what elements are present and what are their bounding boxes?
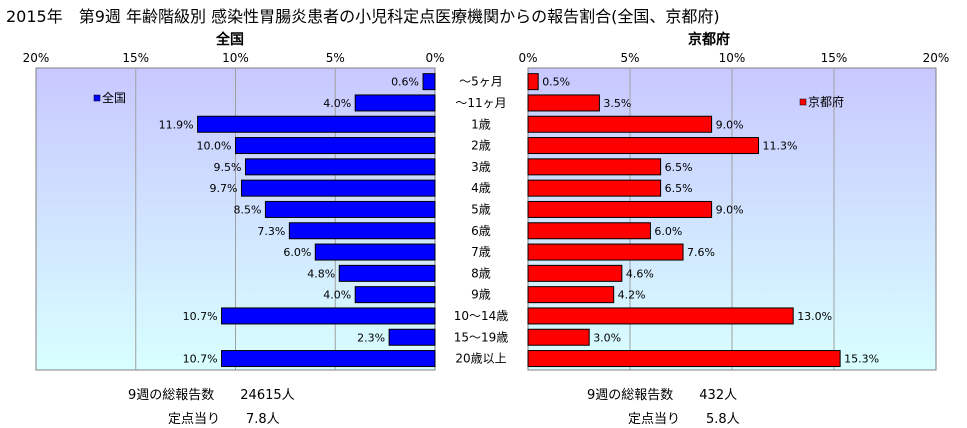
data-label-kyoto: 4.2% (618, 289, 646, 302)
national-per-site: 定点当り 7.8人 (168, 412, 280, 427)
category-label: 1歳 (471, 117, 491, 131)
bar-kyoto (527, 158, 662, 176)
bar-national (354, 286, 436, 304)
panel-title-national: 全国 (215, 31, 244, 48)
bar-kyoto (527, 307, 794, 325)
category-label: 9歳 (471, 288, 491, 302)
bar-national (422, 73, 436, 91)
bar-national (221, 350, 436, 368)
panel-title-kyoto: 京都府 (688, 31, 730, 48)
national-total-reports: 9週の総報告数 24615人 (128, 388, 295, 403)
bar-national (235, 137, 436, 155)
tick-label-kyoto: 0% (518, 51, 537, 65)
bar-kyoto (527, 350, 841, 368)
data-label-national: 4.0% (323, 289, 351, 302)
bar-national (338, 264, 436, 282)
data-label-national: 7.3% (257, 225, 285, 238)
data-label-kyoto: 11.3% (763, 140, 798, 153)
data-label-national: 6.0% (283, 246, 311, 259)
bar-kyoto (527, 222, 651, 240)
category-label: 10～14歳 (454, 309, 509, 323)
legend-label-national: 全国 (102, 90, 126, 105)
data-label-national: 0.6% (391, 76, 419, 89)
kyoto-per-site: 定点当り 5.8人 (628, 412, 740, 427)
data-label-national: 2.3% (357, 331, 385, 344)
category-label: 3歳 (471, 160, 491, 174)
data-label-kyoto: 3.5% (603, 97, 631, 110)
data-label-national: 10.0% (197, 140, 232, 153)
data-label-kyoto: 3.0% (593, 331, 621, 344)
bar-national (288, 222, 436, 240)
bar-kyoto (527, 73, 539, 91)
data-label-kyoto: 9.0% (716, 118, 744, 131)
data-label-kyoto: 13.0% (797, 310, 832, 323)
category-label: 5歳 (471, 202, 491, 216)
tick-label-national: 5% (326, 51, 345, 65)
tick-label-national: 10% (222, 51, 249, 65)
bar-national (240, 179, 436, 197)
tick-label-kyoto: 20% (923, 51, 950, 65)
category-label: 20歳以上 (455, 352, 506, 366)
data-label-kyoto: 7.6% (687, 246, 715, 259)
data-label-national: 9.5% (214, 161, 242, 174)
tick-label-kyoto: 10% (719, 51, 746, 65)
category-label: 8歳 (471, 266, 491, 280)
data-label-national: 11.9% (159, 118, 194, 131)
bar-kyoto (527, 137, 760, 155)
bar-national (197, 115, 436, 133)
legend-swatch-national (93, 94, 101, 102)
data-label-kyoto: 4.6% (626, 267, 654, 280)
category-label: ～5ヶ月 (459, 75, 503, 89)
data-label-kyoto: 6.0% (654, 225, 682, 238)
data-label-national: 10.7% (183, 353, 218, 366)
bar-national (388, 328, 436, 346)
tick-label-national: 20% (23, 51, 50, 65)
bar-kyoto (527, 115, 713, 133)
page-title: 2015年 第9週 年齢階級別 感染性胃腸炎患者の小児科定点医療機関からの報告割… (6, 7, 720, 26)
bar-kyoto (527, 200, 713, 218)
data-label-national: 10.7% (183, 310, 218, 323)
bar-kyoto (527, 179, 662, 197)
bar-kyoto (527, 328, 590, 346)
bar-national (264, 200, 436, 218)
legend-swatch-kyoto (799, 98, 807, 106)
data-label-kyoto: 6.5% (665, 161, 693, 174)
tick-label-national: 15% (122, 51, 149, 65)
legend-label-kyoto: 京都府 (808, 94, 844, 109)
data-label-national: 4.8% (307, 267, 335, 280)
category-label: 6歳 (471, 224, 491, 238)
bar-national (244, 158, 436, 176)
data-label-national: 4.0% (323, 97, 351, 110)
kyoto-total-reports: 9週の総報告数 432人 (587, 388, 738, 403)
category-label: ～11ヶ月 (455, 96, 506, 110)
tick-label-kyoto: 15% (821, 51, 848, 65)
category-label: 4歳 (471, 181, 491, 195)
data-label-kyoto: 6.5% (665, 182, 693, 195)
category-label: 15～19歳 (454, 330, 509, 344)
bar-national (354, 94, 436, 112)
data-label-kyoto: 0.5% (542, 76, 570, 89)
tick-label-kyoto: 5% (620, 51, 639, 65)
data-label-kyoto: 9.0% (716, 203, 744, 216)
bar-kyoto (527, 286, 615, 304)
category-label: 2歳 (471, 139, 491, 153)
bar-kyoto (527, 243, 684, 261)
bar-national (314, 243, 436, 261)
data-label-national: 9.7% (210, 182, 238, 195)
tick-label-national: 0% (425, 51, 444, 65)
bar-national (221, 307, 436, 325)
bar-kyoto (527, 94, 600, 112)
category-label: 7歳 (471, 245, 491, 259)
data-label-national: 8.5% (233, 203, 261, 216)
data-label-kyoto: 15.3% (844, 353, 879, 366)
bar-kyoto (527, 264, 623, 282)
